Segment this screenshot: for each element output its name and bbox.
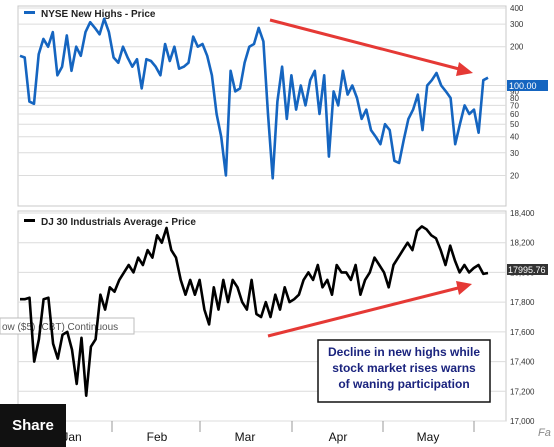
bottom-legend-swatch xyxy=(24,219,35,222)
bottom-y-tick-label: 18,200 xyxy=(510,239,535,248)
bottom-y-tick-label: 17,600 xyxy=(510,328,535,337)
top-series xyxy=(19,17,489,180)
down-trend-arrow xyxy=(269,18,473,76)
x-axis-months: Jan Feb Mar Apr May xyxy=(62,421,475,444)
annotation-line-3: of waning participation xyxy=(338,377,469,391)
annotation-box xyxy=(317,339,491,403)
month-label: Jan xyxy=(62,430,81,444)
top-legend-swatch xyxy=(24,11,35,14)
bottom-y-tick-label: 17,200 xyxy=(510,387,535,396)
month-label: May xyxy=(417,430,440,444)
top-last-value-tag xyxy=(507,80,548,91)
share-button[interactable]: Share xyxy=(0,404,66,447)
bottom-y-tick-label: 18,400 xyxy=(510,209,535,218)
annotation-line-1: Decline in new highs while xyxy=(328,345,480,359)
top-y-tick-label: 300 xyxy=(510,20,524,29)
watermark: Fa xyxy=(538,427,551,439)
top-series-line xyxy=(19,17,489,180)
top-y-tick-label: 90 xyxy=(510,87,519,96)
top-y-axis: 4003002001009080706050403020 xyxy=(510,4,524,180)
top-y-tick-label: 50 xyxy=(510,120,519,129)
top-y-tick-label: 400 xyxy=(510,4,524,13)
top-y-tick-label: 60 xyxy=(510,110,519,119)
top-y-tick-label: 200 xyxy=(510,43,524,52)
top-y-tick-label: 70 xyxy=(510,101,519,110)
bottom-last-value-label: 17995.76 xyxy=(508,265,546,275)
top-y-tick-label: 30 xyxy=(510,149,519,158)
annotation-line-2: stock market rises warns xyxy=(332,361,476,375)
top-y-tick-label: 80 xyxy=(510,94,519,103)
top-chart-title: NYSE New Highs - Price xyxy=(41,9,156,20)
overlay-label: ow ($5) (CBT) Continuous xyxy=(2,322,118,333)
top-y-tick-label: 40 xyxy=(510,133,519,142)
top-y-tick-label: 20 xyxy=(510,171,519,180)
bottom-y-tick-label: 17,800 xyxy=(510,298,535,307)
bottom-series-line xyxy=(20,225,489,398)
month-label: Mar xyxy=(235,430,256,444)
bottom-chart-title: DJ 30 Industrials Average - Price xyxy=(41,217,196,228)
top-last-value-label: 100.00 xyxy=(509,81,537,91)
bottom-series xyxy=(20,225,489,398)
bottom-y-tick-label: 17,400 xyxy=(510,358,535,367)
month-label: Apr xyxy=(329,430,348,444)
bottom-last-value-tag xyxy=(507,264,548,275)
month-label: Feb xyxy=(147,430,168,444)
bottom-y-axis: 18,40018,20018,00017,80017,60017,40017,2… xyxy=(510,209,535,426)
bottom-y-tick-label: 17,000 xyxy=(510,417,535,426)
up-trend-arrow xyxy=(267,281,472,338)
